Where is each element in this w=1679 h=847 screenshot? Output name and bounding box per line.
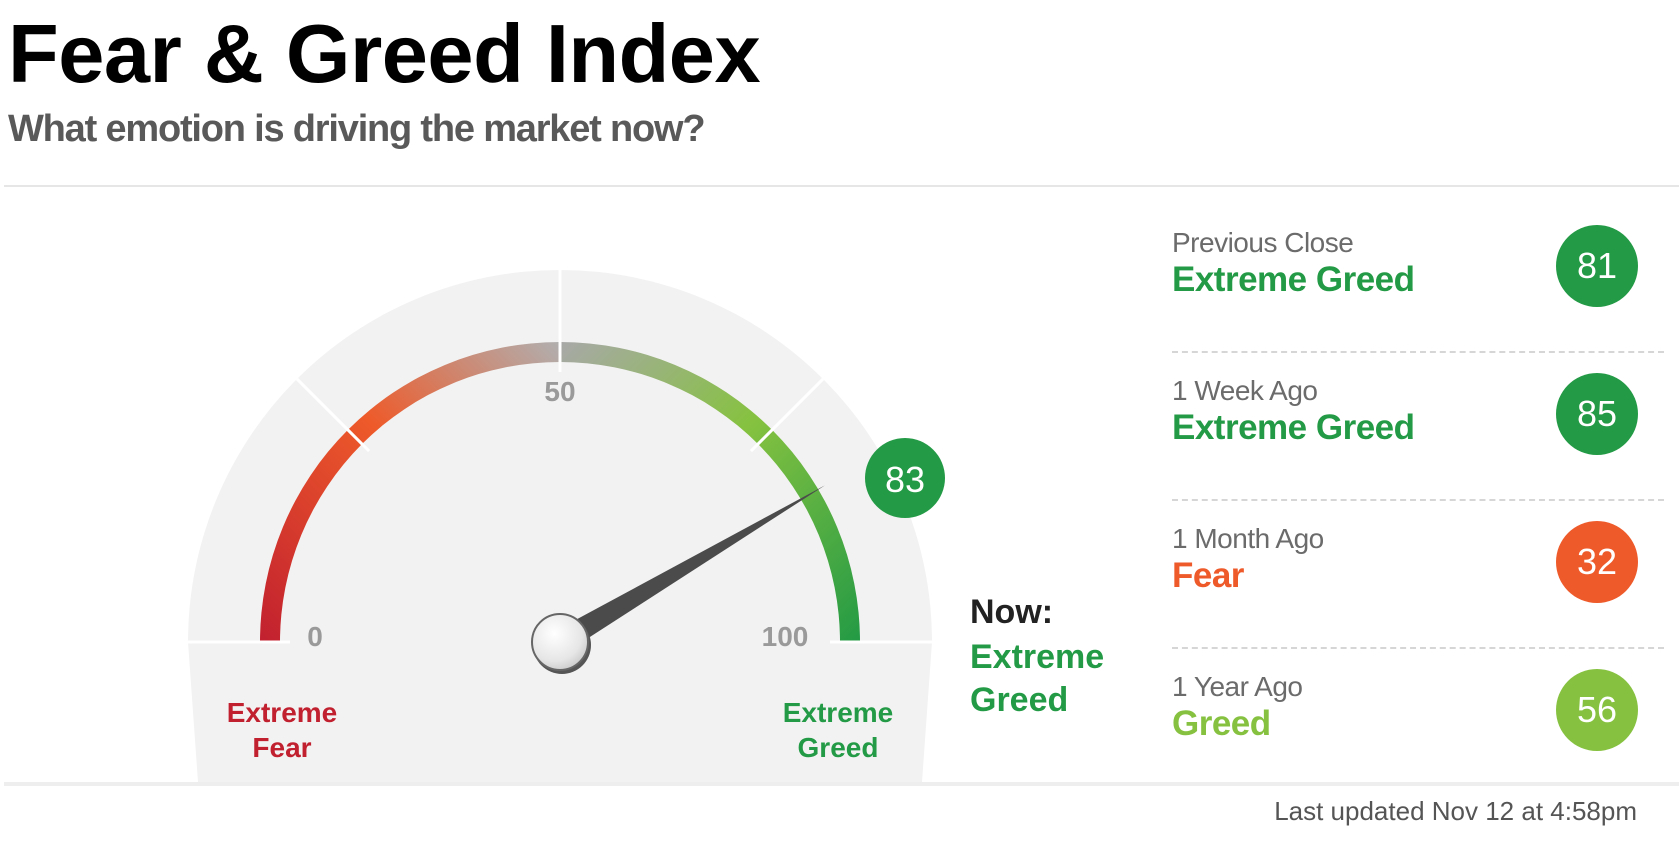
history-label: 1 Week Ago: [1172, 375, 1318, 406]
page-title: Fear & Greed Index: [8, 7, 761, 100]
gauge-end-label-extreme-fear: Fear: [252, 732, 311, 763]
now-rating: Extreme Greed: [970, 638, 1105, 719]
gauge-dial: 50 0 100 Extreme Fear Extreme Greed 83: [188, 270, 945, 782]
history-list: Previous Close Extreme Greed 81 1 Week A…: [1172, 205, 1664, 797]
history-row-1-week-ago: 1 Week Ago Extreme Greed 85: [1172, 353, 1664, 501]
gauge-tick-label-100: 100: [762, 621, 809, 652]
history-rating: Greed: [1172, 704, 1271, 743]
history-rating: Extreme Greed: [1172, 408, 1415, 447]
gauge-end-label-extreme-greed: Extreme: [783, 697, 894, 728]
gauge-segment-divider: [749, 377, 825, 453]
history-score-badge: 56: [1556, 669, 1638, 751]
history-score-badge: 85: [1556, 373, 1638, 455]
now-label: Now:: [970, 593, 1054, 631]
fear-greed-gauge: 50 0 100 Extreme Fear Extreme Greed 83 Now: Ext…: [0, 190, 1150, 790]
gauge-end-label-extreme-fear: Extreme: [227, 697, 338, 728]
gauge-band-fear: [260, 342, 560, 642]
history-rating: Extreme Greed: [1172, 260, 1415, 299]
history-rating: Fear: [1172, 556, 1244, 595]
gauge-tick-label-50: 50: [544, 376, 575, 407]
history-label: 1 Month Ago: [1172, 523, 1324, 554]
gauge-track: [188, 270, 932, 782]
history-row-1-year-ago: 1 Year Ago Greed 56: [1172, 649, 1664, 797]
history-score-badge: 32: [1556, 521, 1638, 603]
gauge-value-text: 83: [885, 459, 925, 500]
gauge-band-greed: [560, 342, 860, 642]
history-row-previous-close: Previous Close Extreme Greed 81: [1172, 205, 1664, 353]
header-divider: [4, 185, 1679, 187]
gauge-end-label-extreme-greed: Greed: [798, 732, 879, 763]
history-score-badge: 81: [1556, 225, 1638, 307]
last-updated-text: Last updated Nov 12 at 4:58pm: [1274, 796, 1637, 826]
gauge-tick-label-0: 0: [307, 621, 323, 652]
history-label: Previous Close: [1172, 227, 1354, 258]
gauge-needle: [553, 485, 826, 653]
history-row-1-month-ago: 1 Month Ago Fear 32: [1172, 501, 1664, 649]
footer-divider: [4, 782, 1679, 786]
gauge-hub: [531, 613, 589, 671]
history-label: 1 Year Ago: [1172, 671, 1303, 702]
page-subtitle: What emotion is driving the market now?: [8, 108, 706, 150]
gauge-value-badge: [865, 438, 945, 518]
gauge-segment-divider: [295, 377, 371, 453]
